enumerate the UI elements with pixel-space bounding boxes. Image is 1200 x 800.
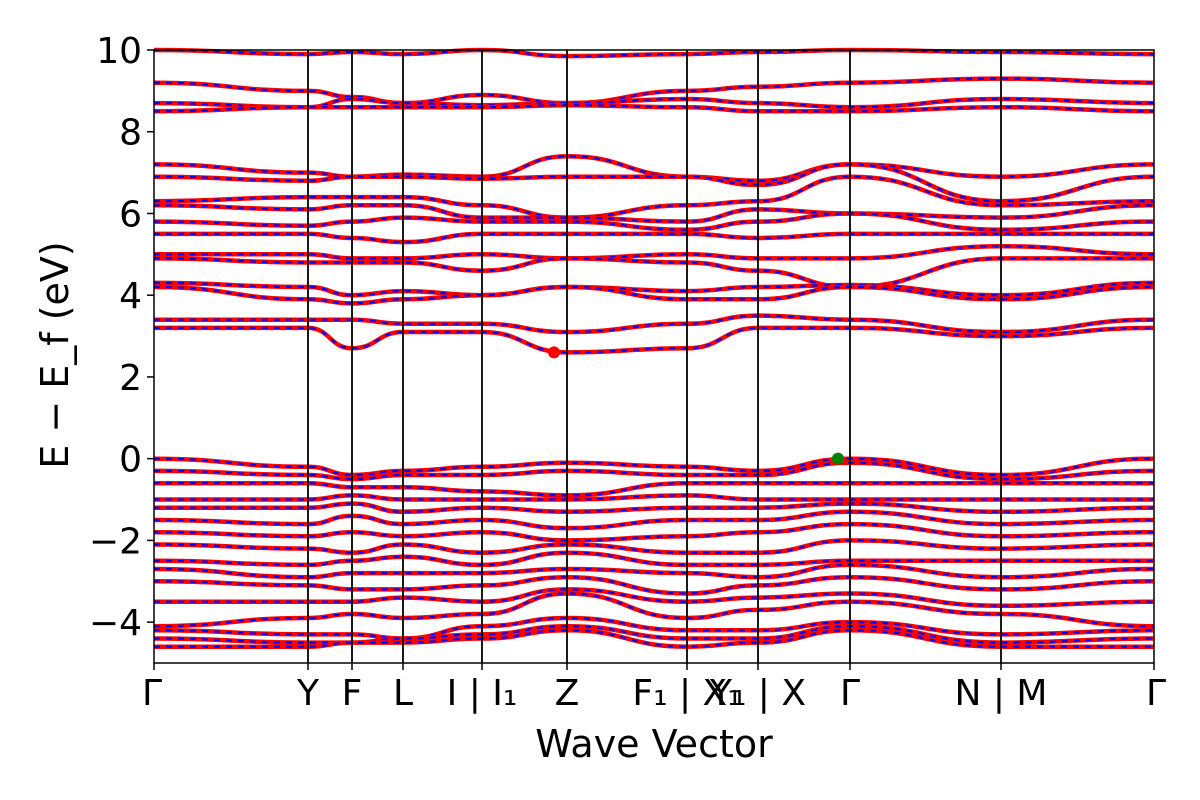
x-tick-label: Γ bbox=[840, 673, 860, 714]
x-tick-label: Y bbox=[296, 673, 320, 714]
x-tick-label: Y₁ | X bbox=[709, 673, 806, 714]
band-5-dashed bbox=[153, 163, 1155, 203]
plot-frame bbox=[153, 49, 1155, 664]
band-29-dashed bbox=[153, 616, 1155, 640]
band-9-solid bbox=[153, 231, 1154, 245]
band-9-dashed bbox=[153, 232, 1154, 244]
band-edge-markers bbox=[548, 346, 844, 465]
band-16-dashed bbox=[153, 457, 1155, 477]
band-8-dashed bbox=[153, 212, 1155, 231]
cbm-marker bbox=[548, 346, 560, 359]
x-tick-label: L bbox=[393, 673, 413, 714]
band-1-dashed bbox=[153, 77, 1155, 105]
x-tick-label: Z bbox=[555, 673, 580, 714]
band-12-solid bbox=[153, 280, 1155, 298]
band-2-dashed bbox=[153, 97, 1155, 109]
x-tick-label: I | I₁ bbox=[447, 673, 518, 714]
band-20-solid bbox=[154, 501, 1155, 515]
y-tick-label: 4 bbox=[119, 276, 142, 317]
band-18-solid bbox=[153, 480, 1154, 498]
band-lines bbox=[153, 47, 1155, 649]
band-14-solid bbox=[153, 313, 1155, 335]
band-27-dashed bbox=[154, 588, 1155, 607]
k-point-separators bbox=[307, 50, 1002, 663]
band-15-dashed bbox=[154, 326, 1155, 354]
y-tick-label: 10 bbox=[96, 31, 142, 72]
y-tick-label: 6 bbox=[119, 194, 142, 235]
band-23-dashed bbox=[153, 539, 1155, 554]
band-28-dashed bbox=[153, 592, 1155, 628]
band-0-dashed bbox=[153, 48, 1155, 58]
x-tick-label: N | M bbox=[954, 673, 1047, 714]
band-18-dashed bbox=[153, 482, 1154, 497]
y-axis-title: E − E_f (eV) bbox=[33, 241, 77, 469]
x-tick-label: Γ bbox=[1146, 673, 1166, 714]
band-11-solid bbox=[153, 256, 1154, 290]
band-26-dashed bbox=[153, 576, 1155, 595]
band-3-solid bbox=[153, 102, 1155, 114]
band-23-solid bbox=[153, 538, 1155, 555]
x-tick-label: Γ bbox=[142, 673, 162, 714]
band-21-solid bbox=[153, 509, 1155, 531]
band-24-dashed bbox=[153, 551, 1154, 567]
band-7-dashed bbox=[153, 204, 1155, 223]
band-24-solid bbox=[153, 550, 1154, 568]
band-12-dashed bbox=[153, 281, 1155, 297]
vbm-marker bbox=[832, 452, 844, 465]
y-tick-label: 2 bbox=[119, 358, 142, 399]
band-21-dashed bbox=[153, 510, 1155, 530]
band-11-dashed bbox=[153, 257, 1154, 289]
y-axis-ticks: −4 −2 0 2 4 6 8 10 bbox=[89, 31, 154, 644]
band-19-solid bbox=[154, 493, 1154, 502]
band-17-dashed bbox=[153, 461, 1155, 481]
band-20-dashed bbox=[154, 502, 1155, 513]
band-31-dashed bbox=[153, 629, 1154, 648]
band-22-dashed bbox=[153, 522, 1155, 542]
band-6-dashed bbox=[153, 175, 1155, 219]
y-tick-label: 8 bbox=[119, 113, 142, 154]
x-tick-label: F₁ | X₁ bbox=[632, 673, 741, 714]
y-tick-label: −4 bbox=[89, 603, 142, 644]
band-13-dashed bbox=[153, 285, 1155, 305]
x-tick-label: F bbox=[342, 673, 363, 714]
x-axis-title: Wave Vector bbox=[535, 722, 773, 766]
y-tick-label: 0 bbox=[119, 440, 142, 481]
y-tick-label: −2 bbox=[89, 521, 142, 562]
band-22-solid bbox=[153, 521, 1155, 543]
band-26-solid bbox=[153, 574, 1155, 596]
band-25-dashed bbox=[153, 563, 1155, 579]
band-0-solid bbox=[153, 47, 1155, 59]
